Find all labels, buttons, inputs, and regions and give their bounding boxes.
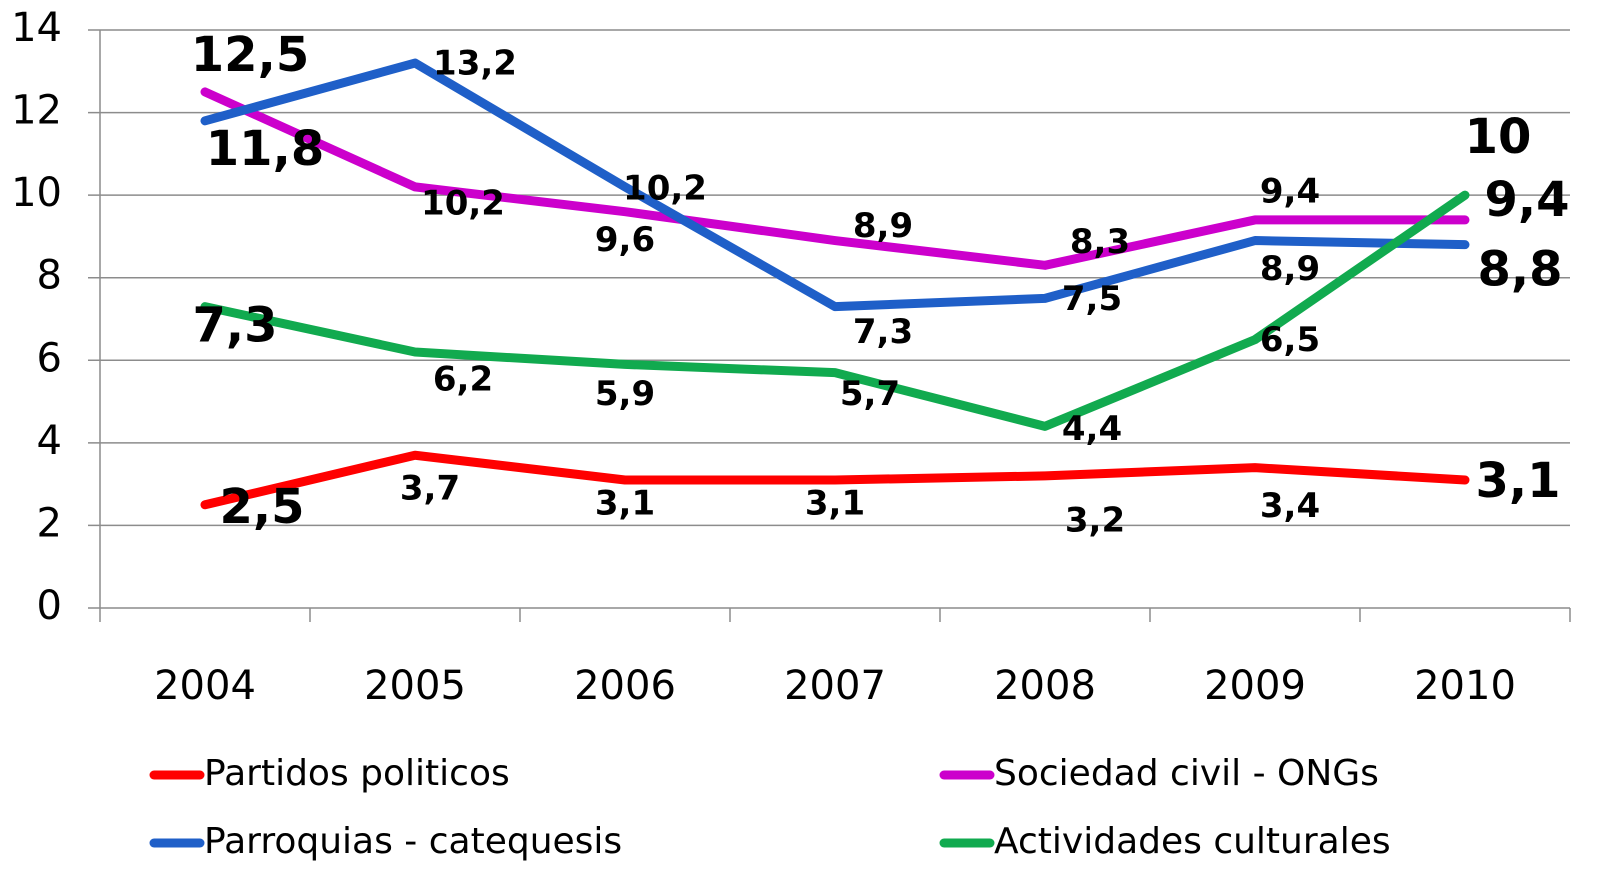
x-tick-label: 2005 — [364, 663, 466, 709]
y-tick-label: 0 — [37, 583, 62, 629]
x-tick-label: 2008 — [994, 663, 1096, 709]
data-label: 10,2 — [421, 183, 505, 223]
series-line — [200, 58, 1470, 312]
data-label: 7,3 — [853, 312, 913, 352]
series-line — [200, 450, 1470, 510]
y-tick-label: 14 — [11, 5, 62, 51]
data-label: 8,3 — [1070, 222, 1130, 262]
x-tick-label: 2010 — [1414, 663, 1516, 709]
y-tick-label: 12 — [11, 88, 62, 134]
data-label: 8,9 — [1260, 249, 1320, 289]
y-tick-label: 2 — [37, 500, 62, 546]
y-tick-label: 4 — [37, 418, 62, 464]
x-tick-label: 2004 — [154, 663, 256, 709]
data-label: 10 — [1465, 109, 1532, 165]
data-label: 4,4 — [1062, 409, 1122, 449]
data-label: 3,2 — [1065, 500, 1125, 540]
data-label: 8,9 — [853, 206, 913, 246]
y-tick-label: 6 — [37, 335, 62, 381]
data-label: 9,4 — [1484, 172, 1569, 228]
data-label: 9,4 — [1260, 171, 1320, 211]
data-label: 10,2 — [623, 168, 707, 208]
data-label: 3,1 — [805, 484, 865, 524]
y-tick-label: 8 — [37, 253, 62, 299]
legend-label: Partidos politicos — [204, 753, 510, 794]
data-label: 7,3 — [192, 298, 277, 354]
series-line — [200, 87, 1470, 270]
data-label: 2,5 — [219, 479, 304, 535]
data-label: 3,4 — [1260, 486, 1320, 526]
data-label: 9,6 — [595, 220, 655, 260]
data-label: 6,5 — [1260, 320, 1320, 360]
data-label: 11,8 — [206, 121, 324, 177]
series-line — [200, 190, 1470, 431]
legend-label: Parroquias - catequesis — [204, 821, 622, 862]
x-tick-label: 2007 — [784, 663, 886, 709]
data-label: 3,1 — [1475, 453, 1560, 509]
data-label: 13,2 — [433, 44, 517, 84]
data-label: 7,5 — [1062, 279, 1122, 319]
x-tick-label: 2009 — [1204, 663, 1306, 709]
y-tick-label: 10 — [11, 170, 62, 216]
data-label: 3,1 — [595, 484, 655, 524]
data-label: 3,7 — [400, 469, 460, 509]
data-label: 6,2 — [433, 360, 493, 400]
data-label: 8,8 — [1477, 242, 1562, 298]
legend-label: Sociedad civil - ONGs — [994, 753, 1379, 794]
data-label: 5,9 — [595, 374, 655, 414]
data-label: 5,7 — [840, 374, 900, 414]
x-tick-label: 2006 — [574, 663, 676, 709]
legend-label: Actividades culturales — [994, 821, 1391, 862]
data-label: 12,5 — [191, 27, 309, 83]
